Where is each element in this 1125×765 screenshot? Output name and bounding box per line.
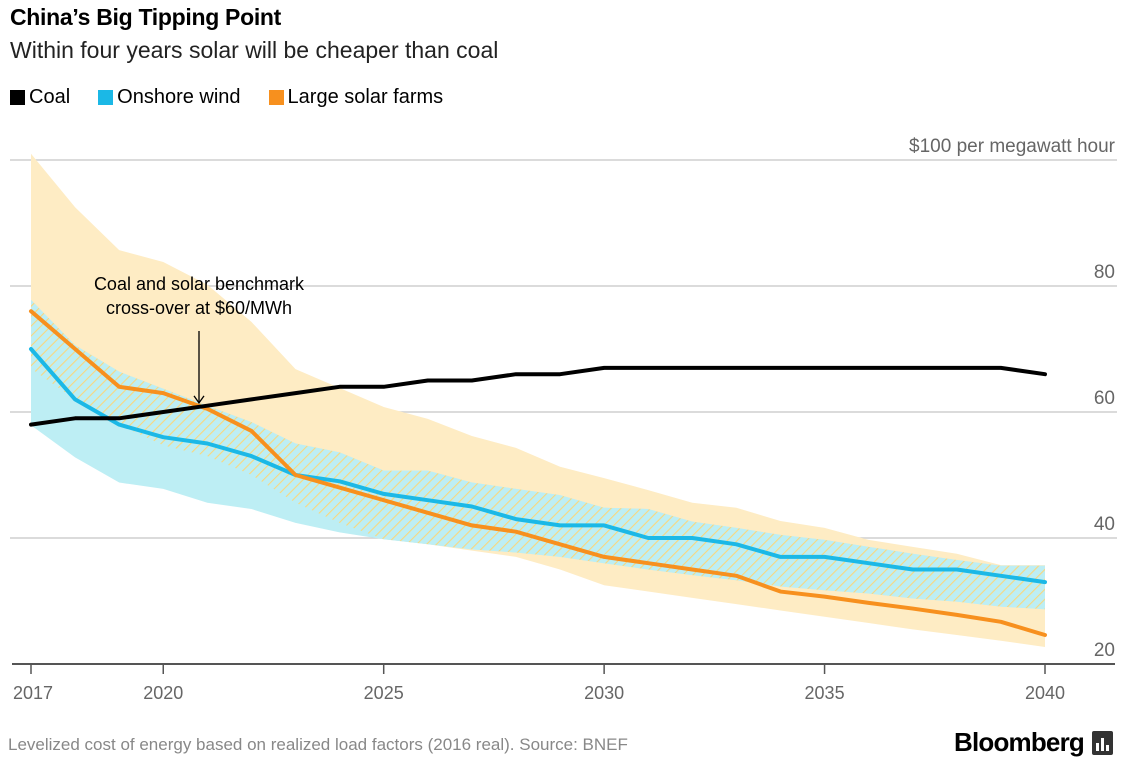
annotation-arrow-head <box>193 395 205 404</box>
legend: Coal Onshore wind Large solar farms <box>10 86 443 109</box>
chart-title: China’s Big Tipping Point <box>10 4 282 30</box>
series-line-onshore-wind <box>29 347 1047 585</box>
logo-text: Bloomberg <box>953 727 1085 757</box>
y-tick-label-60: 60 <box>1094 388 1115 409</box>
chart-subtitle: Within four years solar will be cheaper … <box>10 37 499 63</box>
source-note: Levelized cost of energy based on realiz… <box>8 735 628 754</box>
x-tick-label-2035: 2035 <box>805 683 845 703</box>
annotation: Coal and solar benchmark cross-over at $… <box>94 274 305 404</box>
legend-item-large-solar-farms: Large solar farms <box>268 86 444 109</box>
solar-range-band <box>31 153 1045 647</box>
series-line-coal <box>29 365 1047 427</box>
legend-item-onshore-wind: Onshore wind <box>98 86 241 109</box>
x-tick-label-2017: 2017 <box>13 683 53 703</box>
legend-label-coal: Coal <box>29 86 71 108</box>
y-tick-label-20: 20 <box>1094 640 1115 661</box>
overlap-hatch-band <box>31 299 1045 610</box>
x-tick-label-2040: 2040 <box>1025 683 1065 703</box>
annotation-line-1: Coal and solar benchmark <box>94 274 305 294</box>
y-tick-label-100: $100 per megawatt hour <box>909 136 1116 157</box>
x-axis: 2017 2020 2025 2030 2035 2040 <box>12 663 1115 703</box>
legend-swatch-onshore-wind <box>98 90 114 105</box>
x-tick-label-2020: 2020 <box>143 683 183 703</box>
range-bands <box>31 153 1045 647</box>
annotation-line-2: cross-over at $60/MWh <box>106 298 292 318</box>
legend-label-onshore-wind: Onshore wind <box>117 86 241 108</box>
series-lines <box>29 309 1047 638</box>
y-tick-label-80: 80 <box>1094 262 1115 283</box>
y-tick-label-40: 40 <box>1094 514 1115 535</box>
legend-swatch-large-solar-farms <box>268 90 284 105</box>
bloomberg-chart-icon <box>1092 730 1113 755</box>
x-tick-label-2025: 2025 <box>364 683 404 703</box>
legend-swatch-coal <box>10 90 25 105</box>
legend-item-coal: Coal <box>10 86 70 109</box>
bloomberg-logo: Bloomberg <box>954 727 1113 758</box>
x-tick-label-2030: 2030 <box>584 683 624 703</box>
legend-label-large-solar-farms: Large solar farms <box>287 86 444 108</box>
